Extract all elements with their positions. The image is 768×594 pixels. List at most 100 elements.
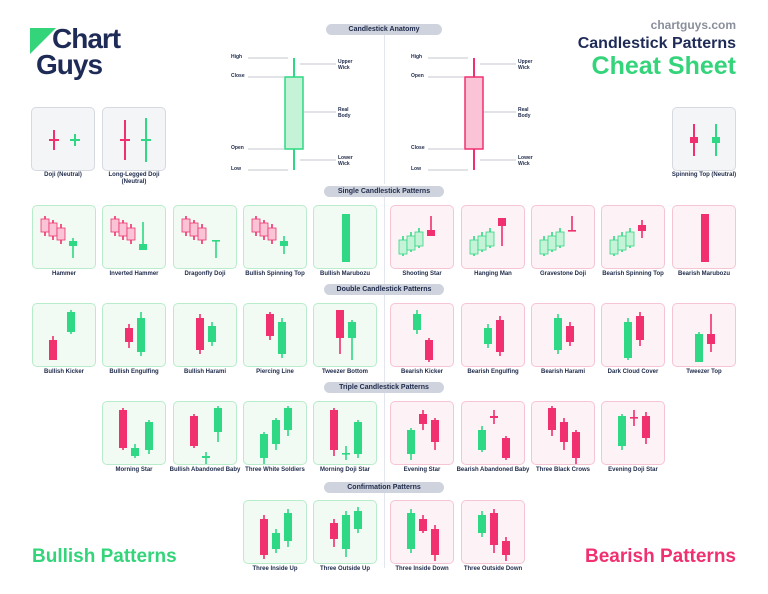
card-tweezer-bottom — [313, 303, 377, 367]
candle-body — [642, 416, 650, 438]
candle-body — [624, 322, 632, 358]
candle-body — [419, 519, 427, 531]
card-dark-cloud-cover — [601, 303, 665, 367]
card-dragonfly-doji — [173, 205, 237, 269]
bullish-kicker-icon — [49, 310, 75, 360]
logo-word-guys: Guys — [36, 49, 103, 80]
card-three-black-crows — [531, 401, 595, 465]
card-bearish-kicker — [390, 303, 454, 367]
label-doji: Doji (Neutral) — [44, 172, 82, 178]
logo-arrow-icon — [30, 28, 56, 54]
anat-bear-high: High — [411, 54, 423, 60]
candle-body — [354, 422, 362, 454]
card-bullish-harami — [173, 303, 237, 367]
candle-body — [197, 227, 207, 241]
label-three-inside-up: Three Inside Up — [252, 566, 298, 572]
card-three-outside-down — [461, 500, 525, 564]
candle-body — [701, 214, 709, 262]
card-gravestone-doji — [531, 205, 595, 269]
anat-bear-body: Real Body — [518, 107, 531, 119]
candle-body — [572, 432, 580, 458]
doji-icon — [49, 130, 80, 150]
label-three-outside-up: Three Outside Up — [319, 566, 370, 572]
candle-body — [137, 318, 145, 352]
card-three-white-soldiers — [243, 401, 307, 465]
candle-body — [251, 218, 261, 233]
page-subtitle: Cheat Sheet — [591, 52, 736, 80]
candle-body — [490, 513, 498, 545]
card-piercing-line — [243, 303, 307, 367]
hammer-icon — [40, 216, 77, 258]
candle-body — [330, 523, 338, 539]
label-bullish-kicker: Bullish Kicker — [43, 369, 84, 375]
candle-body — [609, 239, 619, 255]
candle-body — [189, 222, 199, 237]
label-long-legged-doji: Long-Legged Doji (Neutral) — [108, 172, 160, 185]
label-hammer: Hammer — [51, 271, 76, 277]
candle-body — [260, 519, 268, 555]
candle-body — [284, 513, 292, 541]
candle-body — [278, 322, 286, 354]
label-bearish-engulfing: Bearish Engulfing — [467, 369, 519, 375]
candle-body — [259, 222, 269, 237]
candle-body — [131, 448, 139, 456]
shooting-star-icon — [398, 216, 435, 256]
candle-body — [145, 422, 153, 450]
candle-body — [407, 430, 415, 454]
candle-body — [419, 414, 427, 424]
bullish-patterns-heading: Bullish Patterns — [32, 546, 177, 567]
candle-body — [636, 316, 644, 340]
card-tweezer-top — [672, 303, 736, 367]
card-three-inside-down — [390, 500, 454, 564]
candle-body — [280, 241, 288, 246]
candle-body — [202, 456, 210, 458]
site-url[interactable]: chartguys.com — [650, 18, 736, 32]
evening-doji-star-icon — [618, 410, 650, 450]
card-bearish-marubozu — [672, 205, 736, 269]
candle-body — [568, 230, 576, 232]
label-shooting-star: Shooting Star — [402, 271, 442, 277]
candle-body — [496, 320, 504, 352]
candle-body — [348, 322, 356, 338]
candle-body — [618, 416, 626, 446]
candle-body — [484, 328, 492, 344]
candle-body — [555, 231, 565, 247]
candle-body — [181, 218, 191, 233]
bearish-engulfing-icon — [484, 316, 504, 356]
card-bearish-engulfing — [461, 303, 525, 367]
candle-body — [485, 231, 495, 247]
candle-body — [630, 417, 638, 419]
card-three-inside-up — [243, 500, 307, 564]
bearish-patterns-heading: Bearish Patterns — [584, 546, 736, 567]
card-bullish-spinning-top — [243, 205, 307, 269]
bearish-spinning-top-icon — [609, 220, 646, 256]
candle-body — [69, 241, 77, 246]
candle-body — [40, 218, 50, 233]
candle-body — [125, 328, 133, 342]
candle-body — [478, 515, 486, 533]
candle-body — [398, 239, 408, 255]
card-spinning-top — [672, 107, 736, 171]
piercing-line-icon — [266, 312, 286, 358]
candle-body — [413, 314, 421, 330]
center-divider — [384, 34, 385, 184]
candle-body — [498, 218, 506, 226]
card-bearish-abandoned-baby — [461, 401, 525, 465]
anat-bull-high: High — [231, 54, 243, 60]
bearish-harami-icon — [554, 314, 574, 354]
page-title: Candlestick Patterns — [577, 35, 736, 52]
label-three-white-soldiers: Three White Soldiers — [245, 467, 305, 473]
bullish-marubozu-icon — [342, 214, 350, 262]
candle-body — [336, 310, 344, 338]
candle-body — [49, 340, 57, 360]
label-bullish-engulfing: Bullish Engulfing — [109, 369, 159, 375]
candle-body — [502, 541, 510, 555]
card-morning-star — [102, 401, 166, 465]
candle-body — [342, 214, 350, 262]
label-morning-star: Morning Star — [115, 467, 153, 473]
dark-cloud-cover-icon — [624, 312, 644, 360]
candle-body — [267, 227, 277, 241]
candle-body — [330, 410, 338, 450]
anatomy-bearish-diagram — [428, 57, 516, 171]
candle-body — [431, 529, 439, 555]
